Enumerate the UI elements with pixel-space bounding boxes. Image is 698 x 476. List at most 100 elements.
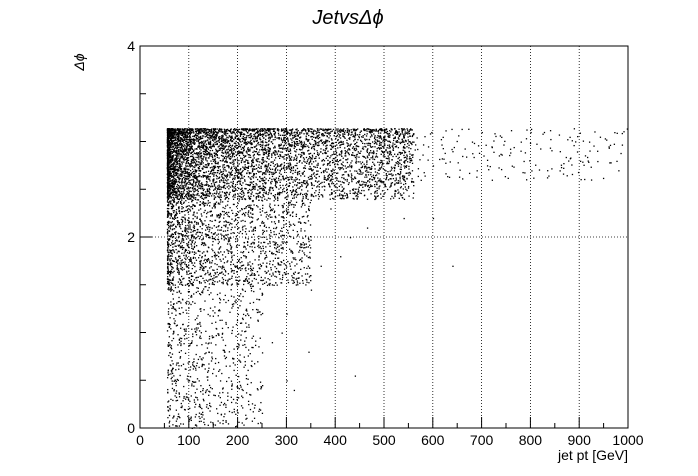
data-point	[178, 164, 180, 166]
data-point	[396, 139, 399, 142]
data-point	[167, 190, 169, 193]
data-point	[326, 164, 329, 166]
data-point	[169, 194, 171, 196]
data-point	[394, 145, 397, 148]
data-point	[168, 140, 171, 142]
data-point	[304, 165, 306, 167]
data-point	[216, 169, 219, 172]
data-point	[217, 185, 219, 187]
data-point	[185, 161, 188, 163]
data-point	[214, 165, 216, 167]
data-point	[179, 174, 182, 176]
data-point	[385, 174, 387, 176]
data-point	[180, 130, 183, 132]
data-point	[287, 149, 289, 151]
data-point	[192, 140, 194, 142]
data-point	[218, 176, 221, 178]
data-point	[382, 163, 384, 165]
data-point	[303, 160, 305, 162]
data-point	[186, 188, 188, 190]
data-point	[306, 180, 308, 182]
data-point	[357, 196, 359, 198]
data-point	[177, 152, 179, 154]
data-point	[401, 152, 403, 154]
data-point	[317, 198, 320, 200]
data-point	[331, 142, 334, 145]
data-point	[343, 187, 345, 190]
data-point	[346, 194, 348, 196]
data-point	[348, 131, 350, 133]
data-point	[257, 171, 260, 173]
data-point	[318, 157, 320, 159]
data-point	[249, 177, 251, 179]
data-point	[383, 152, 385, 154]
data-point	[170, 142, 172, 144]
data-point	[203, 143, 205, 145]
data-point	[371, 178, 373, 181]
data-point	[384, 136, 386, 139]
data-point	[303, 144, 305, 146]
data-point	[170, 165, 172, 167]
data-point	[331, 142, 333, 145]
data-point	[221, 160, 223, 162]
data-point	[253, 135, 255, 138]
data-point	[171, 157, 174, 159]
data-point	[370, 168, 372, 171]
data-point	[332, 153, 335, 155]
data-point	[175, 147, 178, 149]
data-point	[172, 137, 174, 139]
data-point	[221, 137, 223, 140]
data-point	[347, 158, 349, 160]
data-point	[222, 137, 224, 139]
data-point	[294, 158, 296, 161]
data-point	[292, 190, 294, 192]
data-point	[379, 142, 381, 145]
data-point	[267, 197, 270, 199]
data-point	[297, 135, 299, 137]
data-point	[206, 153, 209, 155]
data-point	[373, 133, 375, 135]
data-point	[206, 146, 208, 148]
data-point	[290, 132, 293, 134]
data-point	[392, 134, 394, 136]
data-point	[373, 177, 376, 179]
data-point	[296, 156, 298, 158]
data-point	[397, 180, 400, 182]
data-point	[188, 174, 191, 177]
data-point	[187, 154, 190, 156]
data-point	[178, 155, 180, 157]
data-point	[339, 146, 341, 149]
data-point	[292, 167, 295, 169]
data-point	[173, 150, 176, 153]
data-point	[236, 175, 238, 177]
data-point	[407, 131, 410, 133]
data-point	[280, 179, 282, 181]
data-point	[250, 165, 252, 168]
data-point	[270, 128, 273, 130]
data-point	[184, 150, 186, 152]
data-point	[404, 160, 406, 162]
data-point	[168, 155, 171, 157]
data-point	[166, 149, 169, 151]
data-point	[224, 129, 226, 131]
data-point	[282, 178, 284, 180]
data-point	[335, 153, 337, 155]
data-point	[311, 158, 313, 160]
data-point	[184, 148, 186, 150]
data-point	[189, 165, 191, 167]
data-point	[223, 186, 225, 188]
data-point	[185, 149, 187, 151]
data-point	[398, 131, 400, 133]
data-point	[209, 129, 211, 131]
data-point	[192, 162, 195, 164]
data-point	[193, 135, 196, 138]
data-point	[316, 132, 318, 134]
data-point	[278, 137, 280, 139]
data-point	[232, 180, 234, 183]
data-point	[329, 194, 331, 196]
data-point	[247, 170, 249, 172]
data-point	[191, 138, 193, 140]
data-point	[232, 177, 234, 179]
data-point	[346, 178, 348, 181]
data-point	[297, 144, 299, 146]
